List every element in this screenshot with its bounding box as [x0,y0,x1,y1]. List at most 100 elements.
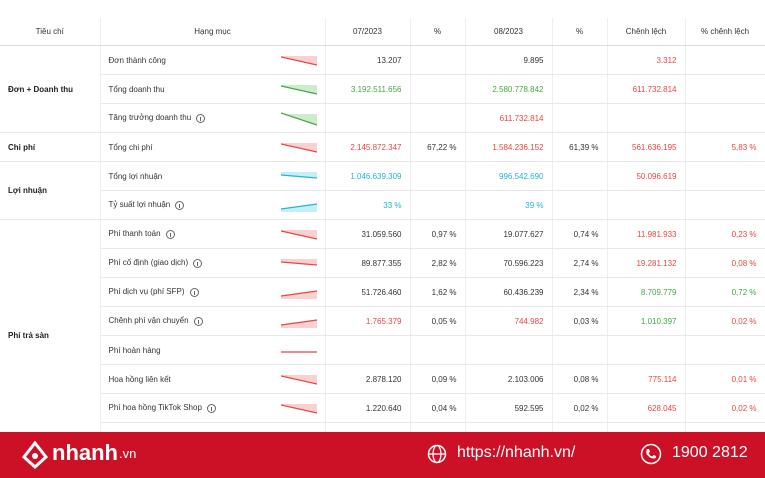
value-cell: 1.765.379 [325,306,411,336]
value-text: 2.145.872.347 [350,142,402,152]
value-cell [685,103,765,133]
trend-sparkline [280,290,317,299]
item-cell: Tăng trưởng doanh thu [100,103,326,133]
value-cell: 11.981.933 [607,219,686,249]
value-text: 1.046.639.309 [350,171,402,181]
value-text: 39 % [525,200,544,210]
value-cell [607,422,686,432]
value-text: 628.045 [647,403,677,413]
value-cell: 611.732.814 [607,74,686,104]
group-label: Lợi nhuận [0,161,101,220]
report-table-area: Tiêu chí Hạng mục 07/2023% 08/2023% Chênh lệ… [0,18,765,432]
value-text: 0,02 % [573,403,599,413]
value-cell [552,422,608,432]
value-text: 50.096.619 [636,171,677,181]
table-row: Hoa hồng liên kết 2.878.120 0,09 % 2.103.00… [0,364,765,394]
value-cell: 8.709.779 [607,277,686,307]
item-cell: Phí dịch vụ (phí SFP) [100,277,326,307]
table-row: Tỷ suất lợi nhuận 33 % 39 % [0,190,765,220]
value-text: 61,39 % [569,142,599,152]
value-cell: 19.281.132 [607,248,686,278]
value-text: 19.281.132 [636,258,677,268]
value-text: 9.895 [523,55,544,65]
value-text: 5,83 % [731,142,757,152]
item-cell: Chênh phí vận chuyển [100,306,326,336]
item-label: Tổng lợi nhuận [108,171,163,181]
value-text: 561.636.195 [632,142,677,152]
value-text: 60.436.239 [503,287,544,297]
value-cell: 3.192.511.656 [325,74,411,104]
value-cell [607,103,686,133]
trend-sparkline [280,319,317,328]
trend-sparkline [280,351,317,353]
table-row: Phí cố định (giao dịch) 89.877.355 2,82 % 7… [0,248,765,278]
value-text: 744.982 [514,316,544,326]
value-cell [685,335,765,365]
value-cell [410,190,466,220]
value-text: 1.765.379 [365,316,402,326]
value-cell [552,190,608,220]
info-icon [206,403,216,413]
value-cell: 0,09 % [410,364,466,394]
value-text: 67,22 % [427,142,457,152]
group-label: Đơn + Doanh thu [0,45,101,133]
value-cell: 3.312 [607,45,686,75]
value-cell: 0,23 % [685,219,765,249]
item-cell: Phí thanh toán [100,219,326,249]
value-cell [685,190,765,220]
value-text: 0,04 % [431,403,457,413]
value-text: 611.732.814 [499,113,544,123]
value-text: 2,34 % [573,287,599,297]
trend-sparkline [280,172,317,179]
trend-sparkline [280,143,317,153]
info-icon [193,258,203,268]
value-cell: 2,74 % [552,248,608,278]
value-cell [325,103,411,133]
column-header: % [552,18,608,46]
value-cell: 775.114 [607,364,686,394]
value-cell: 0,08 % [685,248,765,278]
value-cell: 0,02 % [552,393,608,423]
item-label: Phí dịch vụ (phí SFP) [108,287,185,297]
item-cell: Phí hoàn hàng [100,335,326,365]
value-cell: 61,39 % [552,132,608,162]
footer-banner: nhanh .vn https://nhanh.vn/ 1900 2812 [0,432,765,478]
value-text: 3.312 [656,55,677,65]
value-text: 2.580.778.842 [492,84,544,94]
value-cell [410,45,466,75]
value-text: 0,72 % [731,287,757,297]
value-text: 1.584.236.152 [492,142,544,152]
value-cell [325,335,411,365]
value-cell [552,74,608,104]
value-text: 70.596.223 [503,258,544,268]
item-label: Phí hoàn hàng [108,345,161,355]
value-text: 0,02 % [731,316,757,326]
value-text: 1.010.397 [640,316,677,326]
value-cell [607,190,686,220]
website: https://nhanh.vn/ [457,444,576,461]
value-cell: 13.207 [325,45,411,75]
table-row: Chênh phí vận chuyển 1.765.379 0,05 % 744.9… [0,306,765,336]
value-cell: 744.982 [465,306,553,336]
value-cell: 70.596.223 [465,248,553,278]
value-text: 0,97 % [431,229,457,239]
table-row: Phí hoàn hàng [0,335,765,365]
info-icon [193,316,203,326]
value-text: 19.077.627 [503,229,544,239]
item-cell: Tỷ suất lợi nhuận [100,190,326,220]
value-cell: 0,02 % [685,306,765,336]
value-text: 1.220.640 [365,403,402,413]
column-header: Tiêu chí [0,18,101,46]
brand: nhanh [52,440,118,465]
report-table: Tiêu chí Hạng mục 07/2023% 08/2023% Chênh lệ… [0,18,765,432]
value-cell: 5,83 % [685,132,765,162]
value-cell [552,161,608,191]
item-cell: Phí hoa hồng TikTok Shop [100,393,326,423]
table-row: Phí hoa hồng TikTok Shop 1.220.640 0,04 % 5… [0,393,765,423]
value-cell: 1.584.236.152 [465,132,553,162]
info-icon [175,200,185,210]
logo-icon [22,441,48,469]
value-cell: 2.145.872.347 [325,132,411,162]
value-text: 0,23 % [731,229,757,239]
